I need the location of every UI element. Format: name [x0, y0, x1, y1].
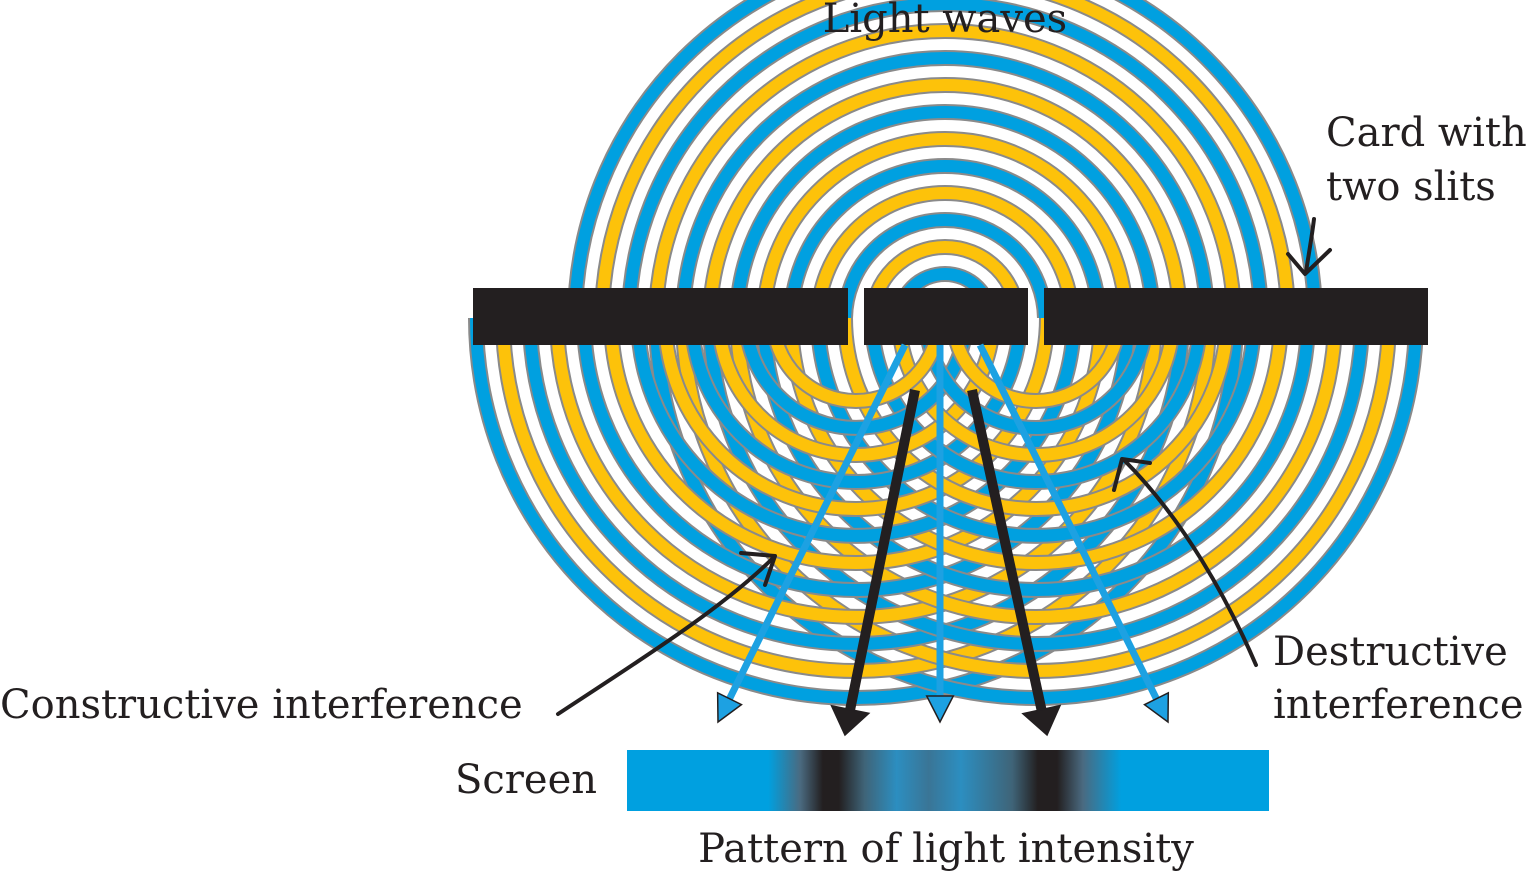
destructive-label-line2: interference [1273, 682, 1524, 728]
bright-fringe-ray [976, 343, 1160, 701]
incoming-wave-arc [839, 214, 1051, 318]
diffracted-wave-arc [767, 318, 945, 407]
card-middle-segment [864, 288, 1028, 345]
destructive-pointer-arrow [1112, 457, 1258, 667]
incoming-wave-arc [596, 0, 1294, 318]
incoming-wave-arc [758, 133, 1132, 318]
dark-fringe-ray-head [1021, 704, 1062, 737]
central-bright-ray-head [925, 695, 955, 724]
screen-intensity-bar [627, 750, 1269, 811]
incoming-wave-arc [650, 25, 1240, 318]
pattern-label: Pattern of light intensity [698, 826, 1194, 872]
incoming-wave-arc [731, 106, 1159, 318]
screen-label: Screen [455, 757, 597, 803]
diffracted-light-waves [468, 318, 1424, 706]
incoming-wave-arc [677, 52, 1213, 318]
card-label-line2: two slits [1326, 164, 1496, 210]
bright-fringe-ray-head [716, 691, 743, 724]
interference-rays [716, 343, 1170, 737]
card-with-two-slits [473, 288, 1428, 345]
destructive-label-line1: Destructive [1273, 629, 1508, 675]
dark-fringe-ray-head [830, 704, 871, 737]
constructive-pointer-arrow [556, 551, 777, 716]
incoming-wave-arc [704, 79, 1186, 318]
card-left-segment [473, 288, 848, 345]
diffracted-wave-arc [740, 318, 972, 434]
bright-fringe-ray-head [1143, 691, 1170, 724]
diffracted-wave-arc [605, 318, 1107, 569]
title-label: Light waves [823, 0, 1067, 42]
dark-fringe-ray [845, 389, 920, 711]
incoming-light-waves [567, 0, 1323, 318]
incoming-wave-arc [812, 187, 1078, 318]
dark-fringe-ray [967, 388, 1047, 711]
incoming-wave-arc [785, 160, 1105, 318]
bright-fringe-ray [726, 343, 909, 701]
card-label-line1: Card with [1326, 110, 1527, 156]
incoming-wave-arc [623, 0, 1267, 318]
diffracted-wave-arc [785, 318, 1287, 569]
incoming-wave-arc [569, 0, 1321, 318]
arrow-down-icon [1286, 217, 1332, 276]
constructive-label: Constructive interference [0, 682, 523, 728]
incoming-wave-arc [866, 241, 1024, 318]
card-right-segment [1044, 288, 1428, 345]
diffracted-wave-arc [947, 318, 1125, 407]
